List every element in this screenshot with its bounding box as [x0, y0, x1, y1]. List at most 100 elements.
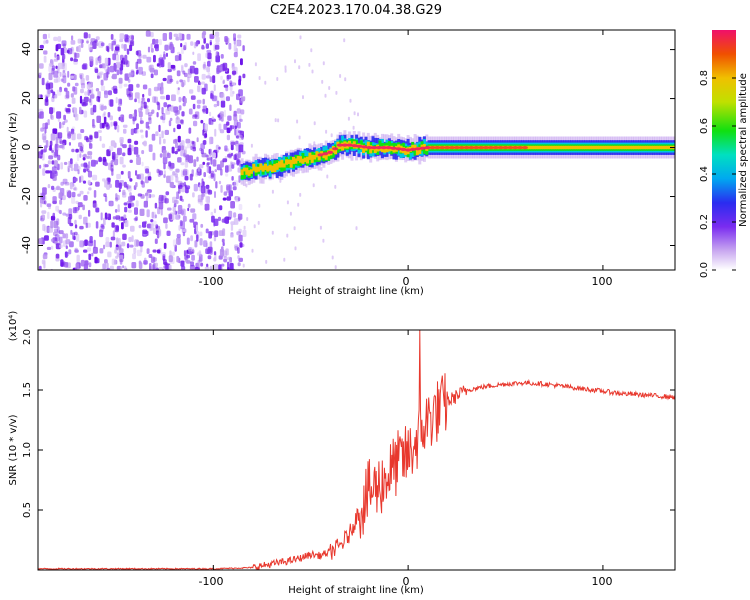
noise-cell [206, 196, 210, 204]
noise-cell [159, 39, 162, 46]
noise-cell [45, 170, 50, 174]
signal-cell [397, 144, 401, 150]
signal-cell [413, 145, 417, 156]
snr-xtick-label: -100 [199, 575, 224, 588]
noise-cell [210, 231, 214, 236]
noise-cell [71, 185, 77, 190]
noise-cell [75, 263, 80, 270]
noise-cell [294, 246, 297, 251]
noise-cell [320, 166, 323, 171]
noise-cell [181, 82, 185, 88]
noise-cell [79, 225, 84, 230]
noise-cell [242, 263, 245, 268]
noise-cell [258, 76, 261, 80]
signal-cell [659, 145, 662, 150]
noise-cell [202, 64, 207, 71]
noise-cell [165, 94, 170, 101]
noise-cell [200, 185, 206, 194]
noise-cell [232, 186, 237, 191]
noise-cell [112, 230, 115, 238]
noise-cell [230, 201, 235, 209]
noise-cell [116, 252, 120, 258]
noise-cell [135, 61, 139, 70]
signal-cell [591, 145, 595, 150]
noise-cell [44, 235, 49, 241]
noise-cell [146, 223, 152, 229]
noise-cell [57, 118, 60, 122]
noise-cell [238, 144, 244, 153]
noise-cell [233, 180, 239, 187]
noise-cell [196, 99, 202, 104]
noise-cell [168, 264, 172, 270]
noise-cell [70, 167, 74, 172]
noise-cell [138, 224, 142, 229]
noise-cell [215, 36, 220, 43]
signal-cell [628, 145, 632, 150]
noise-cell [151, 133, 156, 141]
noise-cell [166, 152, 171, 159]
noise-cell [160, 115, 163, 120]
noise-cell [182, 102, 186, 107]
signal-cell [369, 145, 373, 154]
signal-peak [517, 146, 524, 150]
signal-cell [544, 145, 548, 150]
signal-cell [249, 169, 253, 174]
signal-cell [584, 145, 588, 150]
signal-cell [317, 152, 321, 161]
noise-cell [196, 234, 199, 242]
signal-peak [405, 148, 412, 152]
noise-cell [84, 260, 89, 266]
noise-cell [236, 108, 241, 114]
noise-cell [116, 69, 120, 76]
noise-cell [128, 114, 133, 119]
noise-cell [129, 244, 134, 248]
noise-cell [311, 69, 314, 74]
noise-cell [77, 202, 83, 208]
noise-cell [55, 136, 59, 144]
noise-cell [319, 225, 322, 230]
noise-cell [122, 152, 126, 157]
noise-cell [153, 69, 158, 76]
signal-cell [259, 163, 263, 171]
signal-cell [324, 152, 328, 160]
noise-cell [219, 248, 225, 257]
signal-cell [649, 145, 653, 150]
noise-cell [134, 98, 137, 103]
signal-cell [320, 151, 324, 156]
colorbar-tick-label: 0.0 [699, 262, 710, 278]
noise-cell [107, 213, 111, 221]
noise-cell [43, 50, 48, 55]
noise-cell [110, 236, 116, 241]
noise-cell [71, 148, 75, 153]
noise-cell [271, 189, 274, 194]
noise-cell [63, 161, 68, 165]
noise-cell [95, 181, 100, 187]
noise-cell [139, 173, 144, 180]
noise-cell [83, 96, 89, 102]
noise-cell [122, 144, 127, 149]
noise-cell [230, 224, 234, 231]
noise-cell [71, 195, 76, 204]
noise-cell [104, 57, 109, 66]
noise-cell [118, 238, 121, 246]
signal-cell [366, 141, 370, 149]
colorbar-label: Normalized spectral amplitude [738, 73, 749, 227]
noise-cell [138, 262, 143, 269]
noise-cell [141, 150, 145, 155]
noise-cell [162, 77, 167, 82]
noise-cell [154, 202, 158, 209]
noise-cell [46, 203, 52, 207]
noise-cell [143, 260, 148, 265]
noise-cell [103, 217, 106, 226]
noise-cell [284, 65, 287, 70]
noise-cell [169, 44, 174, 50]
noise-cell [88, 262, 92, 268]
noise-cell [128, 144, 132, 152]
noise-cell [98, 57, 102, 64]
noise-cell [186, 237, 190, 245]
noise-cell [65, 239, 71, 245]
signal-cell [401, 142, 405, 151]
noise-cell [182, 70, 186, 75]
noise-cell [298, 135, 301, 140]
noise-cell [214, 191, 216, 198]
